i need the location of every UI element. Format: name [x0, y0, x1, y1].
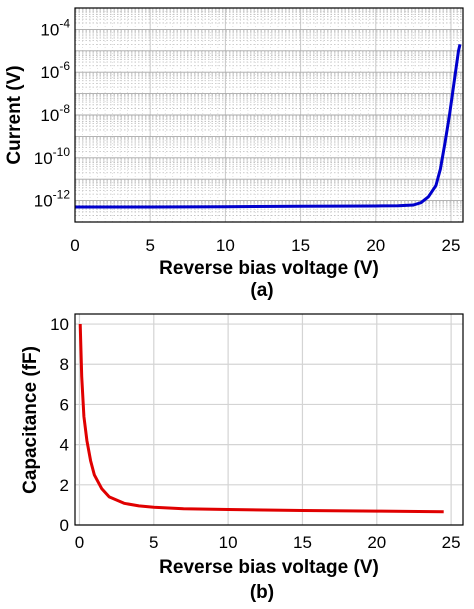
- panel-b-x-tick-label: 0: [75, 533, 84, 552]
- panel-b-x-tick-label: 25: [442, 533, 461, 552]
- panel-b-axes-frame: [74, 313, 464, 526]
- panel-a-x-tick-label: 5: [145, 236, 154, 255]
- panel-b-y-tick-label: 2: [60, 476, 69, 495]
- panel-b-plot-area: [75, 314, 463, 525]
- panel-b-caption: (b): [250, 582, 274, 603]
- panel-b-y-axis-label: Capacitance (fF): [20, 346, 41, 494]
- panel-a-y-tick-label: 10-8: [40, 102, 70, 125]
- panel-b-series: [78, 323, 444, 514]
- panel-b-x-axis-label: Reverse bias voltage (V): [159, 557, 379, 578]
- panel-a-x-tick-labels: 0 5 10 15 20 25: [70, 236, 460, 255]
- panel-a-axes-frame: [74, 7, 464, 223]
- panel-a-current-plot: 0 5 10 15 20 25 10-12 10-10 10-8 10-6 10-4 Revers…: [4, 7, 464, 301]
- panel-a-y-tick-label: 10-6: [40, 59, 70, 82]
- panel-a-current-series-line: [75, 44, 462, 209]
- panel-a-x-tick-label: 10: [216, 236, 235, 255]
- panel-a-x-tick-label: 15: [291, 236, 310, 255]
- panel-b-x-tick-label: 15: [293, 533, 312, 552]
- panel-b-y-tick-labels: 0 2 4 6 8 10: [50, 315, 69, 535]
- panel-b-capacitance-plot: 0 5 10 15 20 25 0 2 4 6 8 10 Reverse bias voltage …: [20, 313, 464, 603]
- panel-a-x-axis-label: Reverse bias voltage (V): [159, 258, 379, 279]
- panel-a-series: [75, 44, 462, 209]
- panel-b-y-tick-label: 0: [60, 516, 69, 535]
- panel-b-y-tick-label: 6: [60, 395, 69, 414]
- panel-a-x-tick-label: 25: [442, 236, 461, 255]
- panel-a-caption: (a): [250, 280, 273, 301]
- panel-a-x-tick-label: 0: [70, 236, 79, 255]
- panel-a-y-tick-labels: 10-12 10-10 10-8 10-6 10-4: [34, 16, 71, 210]
- panel-a-y-tick-label: 10-4: [40, 16, 70, 39]
- panel-b-x-tick-label: 5: [149, 533, 158, 552]
- panel-b-x-tick-label: 10: [219, 533, 238, 552]
- panel-a-x-tick-label: 20: [366, 236, 385, 255]
- panel-b-x-tick-labels: 0 5 10 15 20 25: [75, 533, 461, 552]
- panel-a-y-axis-label: Current (V): [4, 65, 25, 164]
- panel-a-y-tick-label: 10-10: [34, 145, 71, 168]
- panel-b-y-tick-label: 10: [50, 315, 69, 334]
- panel-b-x-tick-label: 20: [367, 533, 386, 552]
- panel-b-y-tick-label: 8: [60, 355, 69, 374]
- panel-b-y-tick-label: 4: [60, 436, 69, 455]
- panel-b-capacitance-series-line: [78, 323, 444, 514]
- panel-a-y-tick-label: 10-12: [34, 188, 71, 211]
